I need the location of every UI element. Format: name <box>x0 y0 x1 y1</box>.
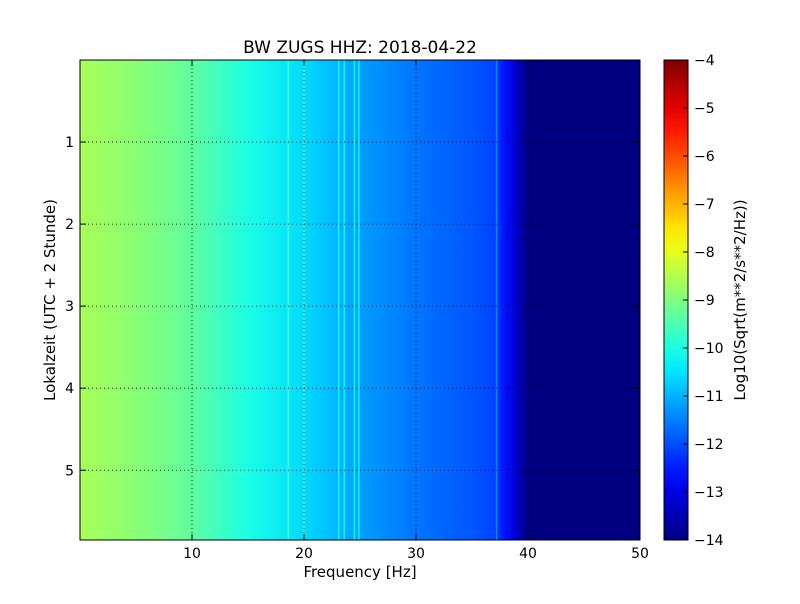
colorbar-tick-label: −13 <box>694 485 724 501</box>
y-tick-label: 3 <box>65 299 74 315</box>
colorbar-tick-label: −5 <box>694 101 715 117</box>
colorbar-tick-label: −4 <box>694 53 715 69</box>
colorbar-label: Log10(Sqrt(m**2/s**2/Hz)) <box>731 199 749 400</box>
colorbar-tick-label: −9 <box>694 293 715 309</box>
colorbar-tick-label: −14 <box>694 533 724 549</box>
y-tick-label: 2 <box>65 217 74 233</box>
x-tick-label: 20 <box>295 546 313 562</box>
plot-frame <box>79 59 641 541</box>
spectrogram-area <box>80 60 640 540</box>
y-axis-label: Lokalzeit (UTC + 2 Stunde) <box>41 199 59 401</box>
x-axis-label: Frequency [Hz] <box>303 563 416 581</box>
y-tick-label: 5 <box>65 463 74 479</box>
y-tick-label: 4 <box>65 381 74 397</box>
x-tick-label: 30 <box>407 546 425 562</box>
x-tick-label: 40 <box>519 546 537 562</box>
x-axis-ticks: 10 20 30 40 50 <box>183 60 649 562</box>
colorbar-tick-label: −7 <box>694 197 715 213</box>
colorbar-tick-label: −10 <box>694 341 724 357</box>
grid-lines <box>80 60 640 540</box>
colorbar-tick-label: −11 <box>694 389 724 405</box>
chart-title: BW ZUGS HHZ: 2018-04-22 <box>243 38 477 58</box>
x-tick-label: 10 <box>183 546 201 562</box>
colorbar-tick-label: −6 <box>694 149 715 165</box>
y-tick-label: 1 <box>65 135 74 151</box>
y-axis-ticks: 1 2 3 4 5 <box>65 135 640 479</box>
colorbar-tick-label: −12 <box>694 437 724 453</box>
colorbar-ticks: −4 −5 −6 −7 −8 −9 −10 −11 −12 −13 −14 <box>683 53 724 549</box>
colorbar-tick-label: −8 <box>694 245 715 261</box>
x-tick-label: 50 <box>631 546 649 562</box>
